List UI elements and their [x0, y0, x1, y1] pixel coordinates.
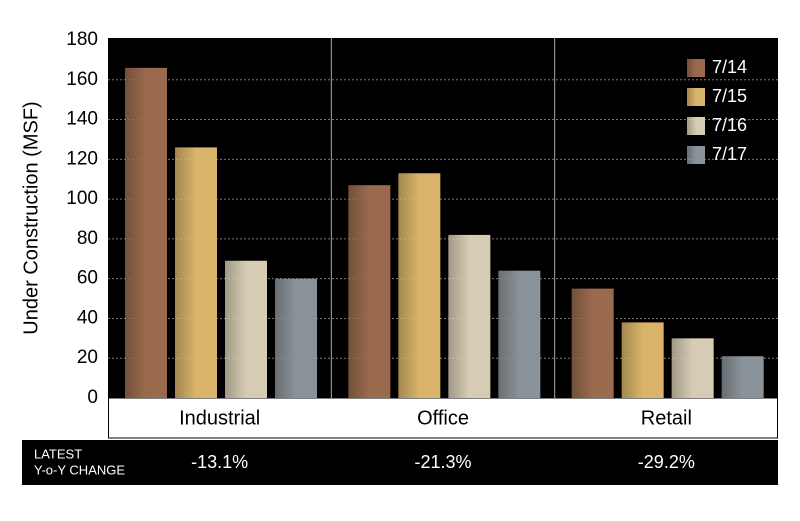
y-tick-label: 120	[66, 148, 98, 169]
y-tick-label: 80	[77, 228, 98, 249]
y-tick-label: 140	[66, 109, 98, 130]
bar	[125, 67, 167, 398]
y-tick-label: 100	[66, 188, 98, 209]
change-label: Y-o-Y CHANGE	[34, 462, 125, 477]
bar	[621, 322, 664, 398]
legend-label: 7/17	[712, 144, 747, 164]
x-tick-label: Office	[417, 407, 469, 429]
bar	[671, 338, 714, 398]
legend-swatch	[687, 59, 705, 77]
y-tick-label: 20	[77, 347, 98, 368]
y-tick-label: 160	[66, 69, 98, 90]
bar	[398, 173, 441, 398]
legend-swatch	[687, 117, 705, 135]
legend-label: 7/15	[712, 86, 747, 106]
change-value: -29.2%	[638, 452, 695, 472]
bar	[498, 270, 541, 398]
bar	[225, 260, 267, 398]
y-tick-label: 60	[77, 268, 98, 289]
change-band	[22, 440, 778, 485]
bar	[571, 288, 614, 398]
bar	[448, 234, 491, 398]
x-tick-label: Industrial	[179, 407, 260, 429]
category-strip	[108, 397, 778, 439]
bar	[175, 147, 217, 398]
legend-label: 7/14	[712, 57, 747, 77]
bar	[275, 278, 317, 398]
legend-swatch	[687, 146, 705, 164]
change-value: -21.3%	[414, 452, 471, 472]
plot-area	[108, 38, 778, 398]
change-value: -13.1%	[191, 452, 248, 472]
change-label: LATEST	[34, 446, 82, 461]
legend-label: 7/16	[712, 115, 747, 135]
legend-swatch	[687, 88, 705, 106]
bar	[348, 185, 391, 398]
y-axis-label: Under Construction (MSF)	[20, 101, 42, 334]
y-tick-label: 180	[66, 29, 98, 50]
y-tick-label: 0	[87, 387, 98, 408]
y-tick-label: 40	[77, 307, 98, 328]
x-tick-label: Retail	[641, 407, 692, 429]
bar	[721, 356, 764, 398]
